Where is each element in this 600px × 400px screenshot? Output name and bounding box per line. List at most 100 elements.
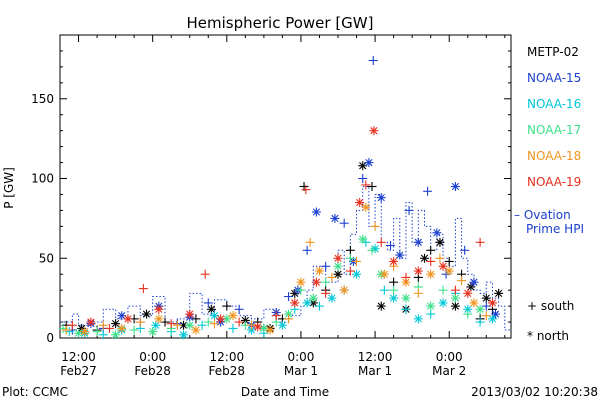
star-d2: [192, 326, 200, 334]
data-point: [265, 325, 275, 335]
data-point: [191, 314, 201, 324]
data-point: [141, 309, 151, 319]
data-point: [234, 317, 244, 327]
star-d2: [427, 270, 435, 278]
data-point: [352, 256, 362, 266]
star-d2: [396, 251, 404, 259]
data-point: [333, 261, 343, 271]
star-d2: [309, 294, 317, 302]
data-point: [185, 320, 195, 330]
series-noaa-17: [58, 234, 485, 340]
data-point: [426, 256, 436, 266]
data-point: [460, 245, 470, 255]
data-point: [352, 269, 362, 279]
star-d2: [266, 326, 274, 334]
star-d2: [370, 127, 378, 135]
data-point: [172, 320, 182, 330]
data-point: [469, 298, 479, 308]
data-point: [228, 311, 238, 321]
data-point: [308, 293, 318, 303]
data-point: [296, 285, 306, 295]
data-point: [222, 301, 232, 311]
star-d2: [217, 315, 225, 323]
data-point: [166, 319, 176, 329]
data-point: [67, 320, 77, 330]
star-d2: [118, 312, 126, 320]
data-point: [426, 245, 436, 255]
data-point: [104, 323, 114, 333]
data-point: [301, 185, 311, 195]
star-d2: [229, 312, 237, 320]
data-point: [80, 327, 90, 337]
y-tick-label: 50: [39, 251, 54, 265]
data-point: [463, 288, 473, 298]
data-point: [290, 298, 300, 308]
data-point: [311, 277, 321, 287]
data-point: [379, 269, 389, 279]
data-point: [395, 250, 405, 260]
data-point: [420, 253, 430, 263]
series-noaa-19: [67, 126, 497, 333]
data-point: [379, 285, 389, 295]
data-point: [491, 309, 501, 319]
data-point: [389, 285, 399, 295]
data-point: [469, 277, 479, 287]
data-point: [481, 311, 491, 321]
data-point: [311, 207, 321, 217]
star-d2: [470, 278, 478, 286]
star-d2: [451, 294, 460, 302]
star-d2: [111, 320, 120, 328]
x-tick-label-time: 0:00: [139, 350, 166, 364]
x-tick-label-date: Feb28: [134, 364, 171, 378]
data-point: [435, 253, 445, 263]
data-point: [209, 319, 219, 329]
data-point: [203, 298, 213, 308]
marker-legend-entry: * north: [527, 329, 569, 343]
star-d2: [297, 278, 305, 286]
star-d2: [210, 312, 219, 320]
data-point: [345, 266, 355, 276]
star-d2: [179, 331, 188, 339]
star-d2: [420, 254, 429, 262]
star-d2: [445, 267, 453, 275]
data-point: [321, 277, 331, 287]
chart-title: Hemispheric Power [GW]: [187, 14, 374, 32]
star-d2: [467, 283, 475, 291]
star-d2: [377, 302, 385, 310]
star-d2: [155, 315, 163, 323]
x-tick-label-time: 0:00: [287, 350, 314, 364]
star-d2: [380, 270, 388, 278]
data-point: [333, 269, 343, 279]
data-point: [314, 266, 324, 276]
data-point: [423, 186, 433, 196]
data-point: [98, 330, 108, 340]
star-d2: [439, 262, 447, 270]
plot-frame: [59, 34, 512, 339]
legend-entry: NOAA-19: [527, 175, 581, 189]
data-point: [253, 322, 263, 332]
data-point: [302, 245, 312, 255]
star-d2: [207, 305, 215, 313]
data-point: [367, 182, 377, 191]
data-point: [200, 269, 210, 279]
data-point: [358, 174, 368, 184]
x-tick-label-date: Feb28: [209, 364, 246, 378]
legend-entry: NOAA-16: [527, 97, 581, 111]
data-point: [321, 261, 331, 271]
data-point: [191, 325, 201, 335]
data-point: [369, 126, 379, 136]
star-d2: [155, 305, 163, 313]
y-tick-label: 0: [46, 331, 54, 345]
data-point: [432, 228, 442, 238]
star-d2: [254, 323, 262, 331]
star-d2: [436, 238, 444, 246]
y-axis: 0 50 100 150: [31, 50, 511, 345]
data-point: [123, 314, 133, 324]
star-d2: [433, 229, 441, 237]
data-point: [475, 237, 485, 247]
star-d2: [389, 257, 398, 266]
data-point: [361, 180, 371, 190]
star-d2: [74, 329, 83, 337]
star-d2: [414, 315, 422, 323]
